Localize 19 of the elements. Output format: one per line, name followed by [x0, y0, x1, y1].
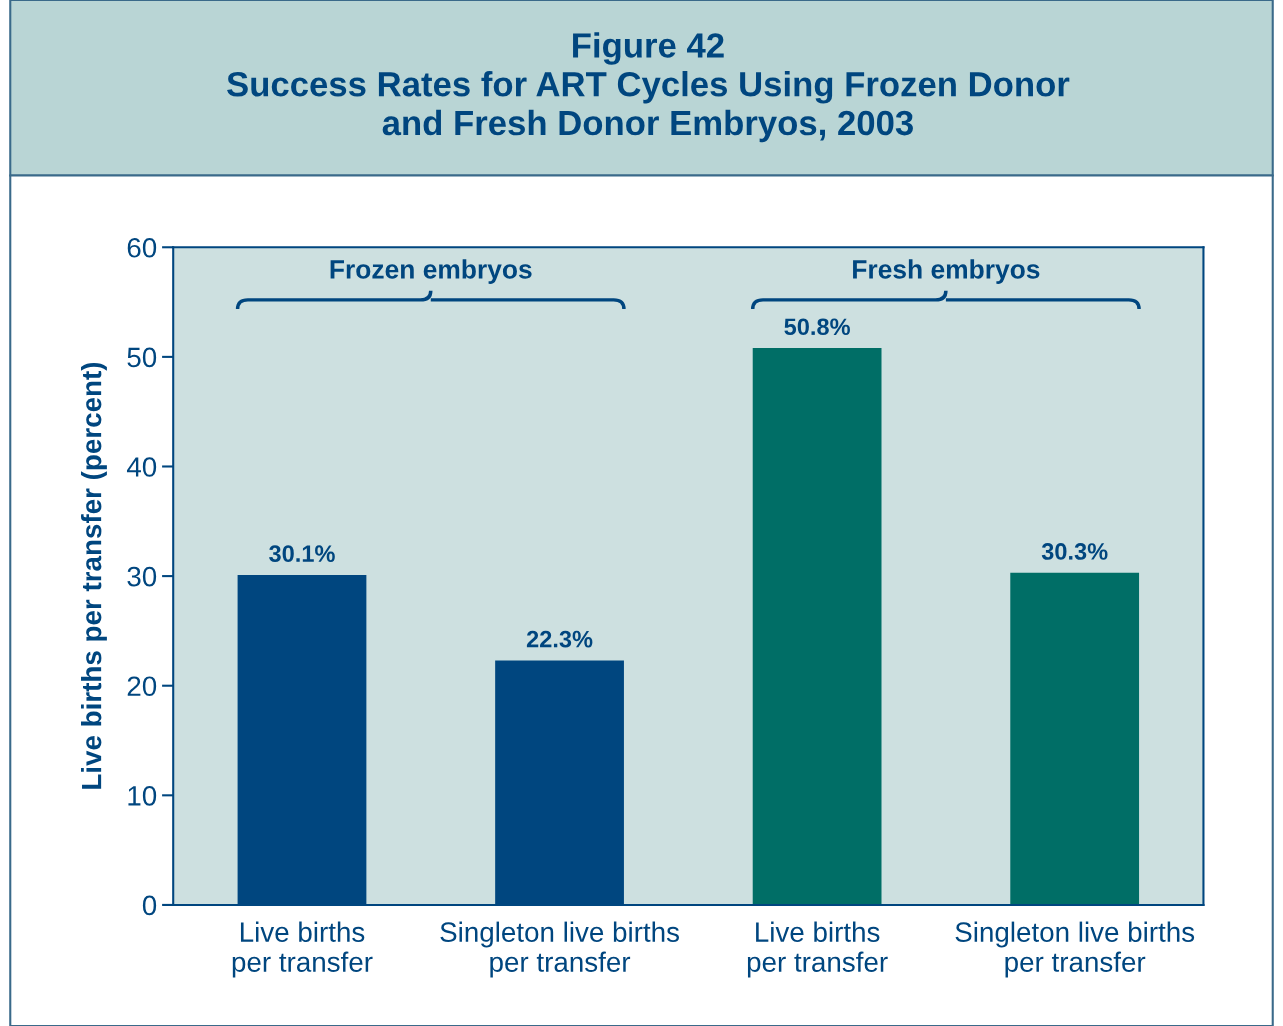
annotation: Fresh embryos	[853, 259, 1040, 284]
y-tick-label: 10	[128, 785, 157, 806]
data-label: 22.3%	[526, 630, 593, 648]
chart-title: Figure 42 Success Rates for ART Cycles Using Frozen Donor and Fresh Donor Embryos, 2003	[227, 32, 1070, 143]
y-tick-label: 40	[126, 457, 157, 477]
x-tick-label: Singleton live births per transfer	[955, 921, 1195, 978]
y-tick-label: 60	[127, 237, 157, 258]
data-label: 30.3%	[1041, 543, 1108, 560]
data-label: 50.8%	[784, 318, 850, 336]
y-tick-label: 50	[127, 347, 157, 368]
y-axis-title: Live births per transfer (percent)	[81, 362, 107, 789]
y-tick-label: 20	[127, 676, 157, 697]
x-tick-label: Live births per transfer	[747, 921, 888, 978]
y-tick-label: 0	[142, 895, 157, 916]
data-label: 30.1%	[269, 545, 335, 563]
y-tick-label: 30	[127, 566, 157, 587]
annotation: Frozen embryos	[330, 259, 532, 284]
x-tick-label: Live births per transfer	[232, 921, 373, 978]
x-tick-label: Singleton live births per transfer	[440, 921, 679, 978]
